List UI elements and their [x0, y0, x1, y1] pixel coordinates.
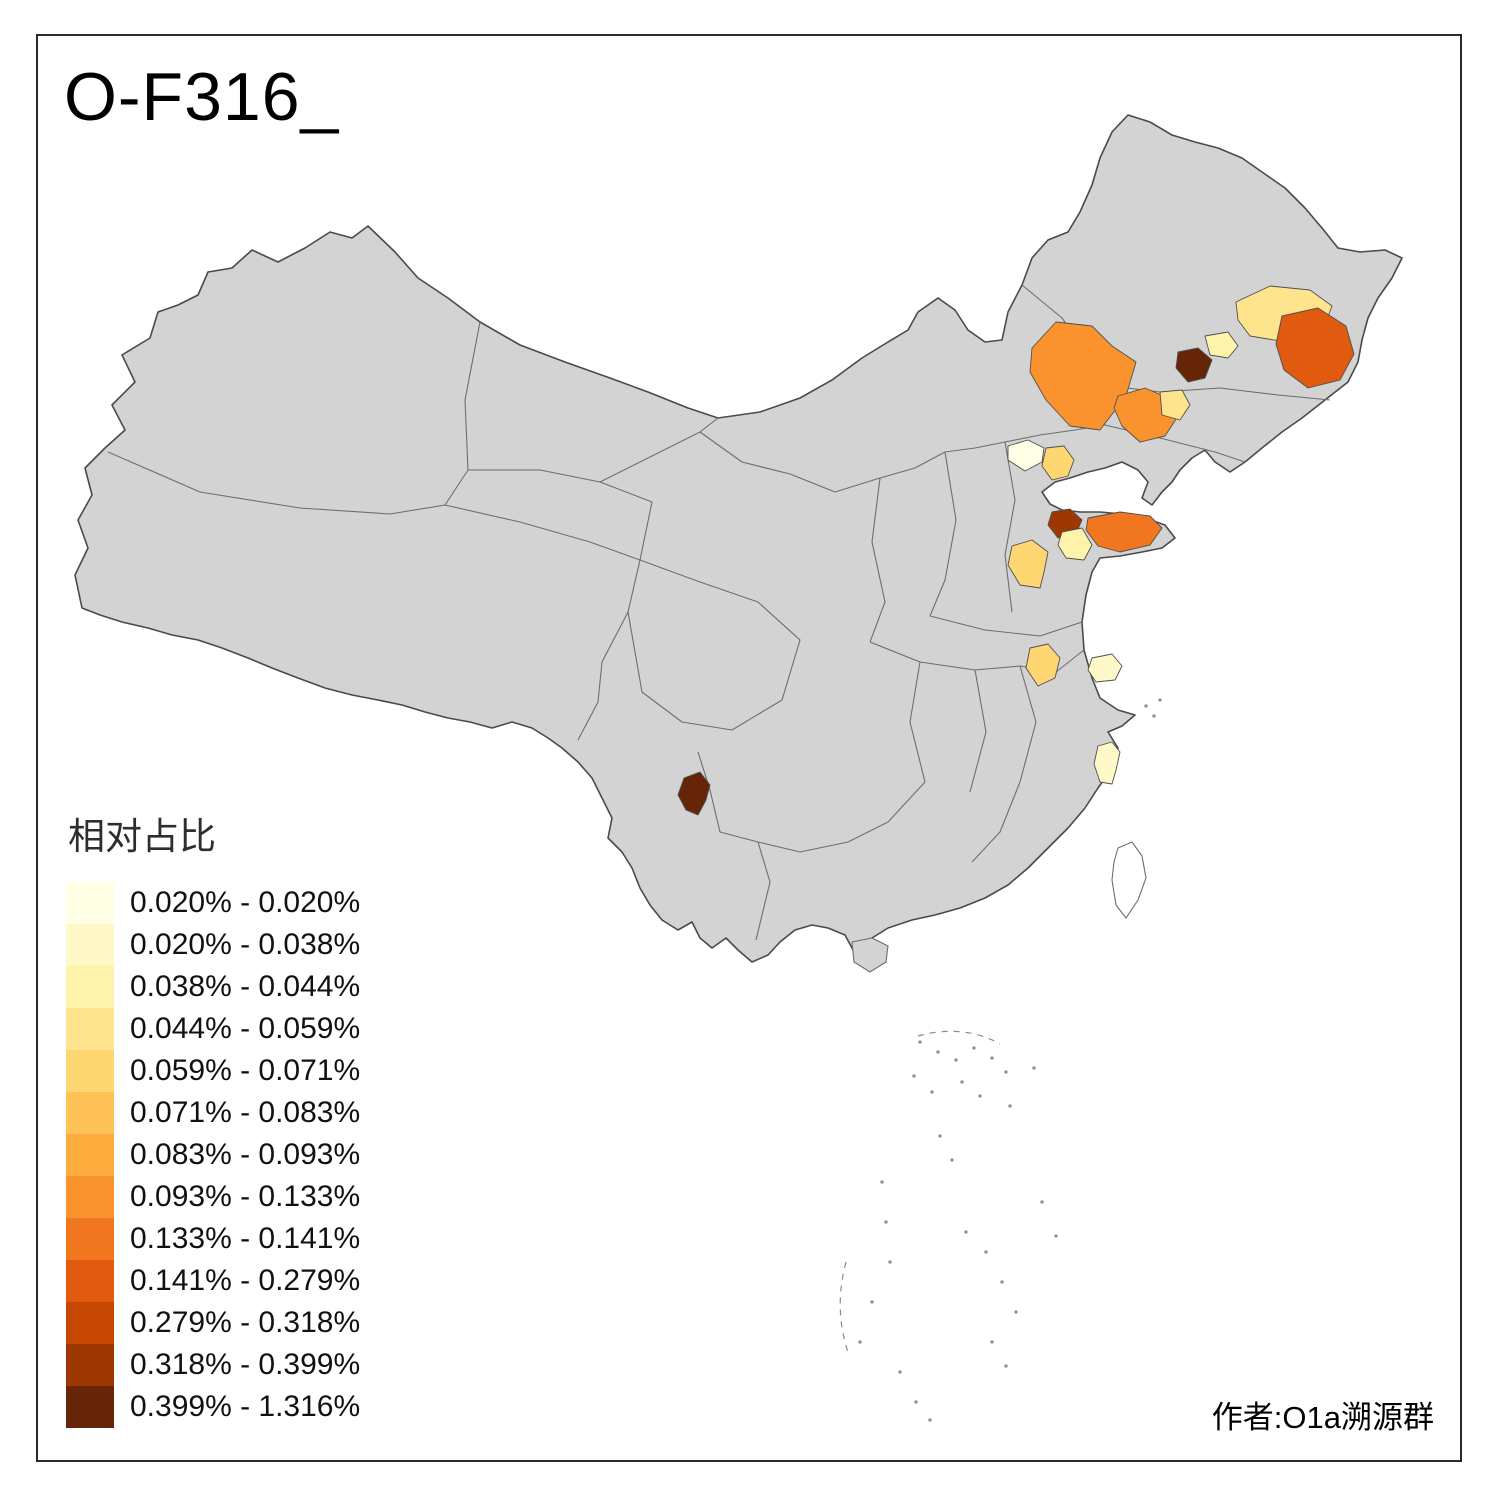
colored-region	[1087, 653, 1123, 683]
legend-item: 0.093% - 0.133%	[66, 1176, 360, 1218]
author-credit: 作者:O1a溯源群	[1211, 1400, 1434, 1435]
legend-swatch	[66, 1050, 114, 1092]
legend-swatch	[66, 966, 114, 1008]
legend-item: 0.020% - 0.038%	[66, 924, 360, 966]
legend-item: 0.133% - 0.141%	[66, 1218, 360, 1260]
legend-item: 0.038% - 0.044%	[66, 966, 360, 1008]
colored-region	[1085, 511, 1163, 553]
legend-item: 0.279% - 0.318%	[66, 1302, 360, 1344]
legend-swatch	[66, 1134, 114, 1176]
legend-label: 0.083% - 0.093%	[130, 1138, 361, 1171]
legend-label: 0.399% - 1.316%	[130, 1390, 361, 1423]
legend-label: 0.038% - 0.044%	[130, 970, 361, 1003]
legend-swatch	[66, 1386, 114, 1428]
colored-region	[677, 771, 711, 816]
legend-swatch	[66, 924, 114, 966]
legend-item: 0.044% - 0.059%	[66, 1008, 360, 1050]
legend-item: 0.318% - 0.399%	[66, 1344, 360, 1386]
colored-region	[1007, 539, 1049, 589]
legend-label: 0.059% - 0.071%	[130, 1054, 361, 1087]
colored-region	[1093, 741, 1121, 785]
colored-region	[1057, 527, 1093, 561]
legend-label: 0.071% - 0.083%	[130, 1096, 361, 1129]
legend-item: 0.141% - 0.279%	[66, 1260, 360, 1302]
legend-swatch	[66, 1218, 114, 1260]
plot-border	[36, 34, 1462, 1462]
page-title: O-F316_	[64, 59, 340, 135]
colored-region	[1025, 643, 1061, 687]
legend-item: 0.083% - 0.093%	[66, 1134, 360, 1176]
legend-item: 0.020% - 0.020%	[66, 882, 360, 924]
legend-swatch	[66, 1176, 114, 1218]
legend-swatch	[66, 1092, 114, 1134]
hainan-island	[851, 937, 889, 973]
colored-regions	[677, 285, 1355, 816]
legend-swatch	[66, 1302, 114, 1344]
colored-region	[1175, 347, 1213, 383]
legend-label: 0.020% - 0.020%	[130, 886, 361, 919]
colored-region	[1159, 389, 1191, 421]
legend-label: 0.020% - 0.038%	[130, 928, 361, 961]
legend-swatch	[66, 1344, 114, 1386]
legend-swatch	[66, 1260, 114, 1302]
legend-label: 0.279% - 0.318%	[130, 1306, 361, 1339]
legend-item: 0.071% - 0.083%	[66, 1092, 360, 1134]
legend-label: 0.093% - 0.133%	[130, 1180, 361, 1213]
colored-region	[1041, 445, 1075, 481]
legend-title: 相对占比	[68, 816, 216, 857]
legend-item: 0.399% - 1.316%	[66, 1386, 360, 1428]
colored-region	[1007, 439, 1045, 472]
legend: 相对占比 0.020% - 0.020% 0.020% - 0.038% 0.0…	[66, 806, 360, 1428]
legend-label: 0.318% - 0.399%	[130, 1348, 361, 1381]
legend-label: 0.141% - 0.279%	[130, 1264, 361, 1297]
taiwan-island	[1111, 841, 1147, 919]
colored-region	[1275, 307, 1355, 389]
legend-label: 0.133% - 0.141%	[130, 1222, 361, 1255]
south-china-sea-islands	[839, 698, 1162, 1422]
legend-label: 0.044% - 0.059%	[130, 1012, 361, 1045]
colored-region	[1204, 331, 1239, 359]
legend-item: 0.059% - 0.071%	[66, 1050, 360, 1092]
legend-swatch	[66, 882, 114, 924]
legend-swatch	[66, 1008, 114, 1050]
